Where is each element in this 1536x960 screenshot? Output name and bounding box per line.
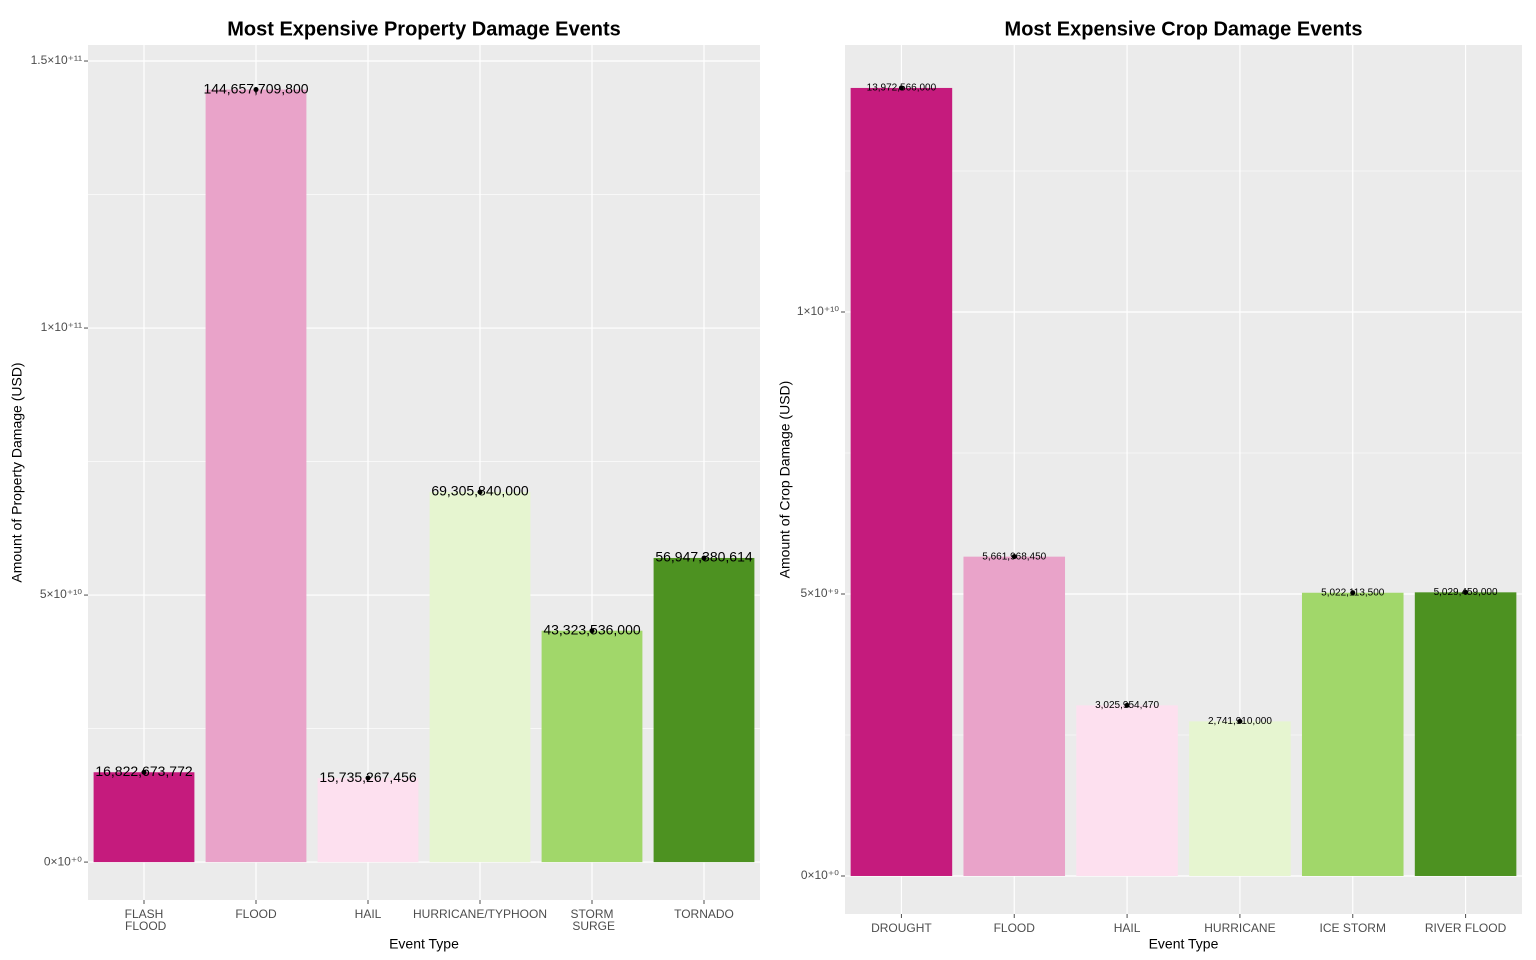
x-tick-label: HAIL xyxy=(1114,921,1141,935)
point xyxy=(365,775,371,781)
data-label: 13,972,566,000 xyxy=(867,83,937,94)
data-label: 69,305,840,000 xyxy=(431,483,529,499)
data-label: 16,822,673,772 xyxy=(95,763,193,779)
point xyxy=(1463,589,1469,595)
point xyxy=(253,87,259,93)
y-tick-label: 5×10⁺⁹ xyxy=(800,586,839,600)
y-tick-label: 1.5×10⁺¹¹ xyxy=(31,53,82,67)
point xyxy=(589,628,595,634)
bar xyxy=(429,491,531,863)
bar xyxy=(963,556,1066,876)
x-tick-label: FLASH FLOOD xyxy=(122,907,167,933)
plot-background xyxy=(88,45,760,900)
x-tick-label: RIVER FLOOD xyxy=(1425,921,1507,935)
point xyxy=(898,85,904,91)
bar xyxy=(1189,721,1291,876)
data-label: 5,661,968,450 xyxy=(982,551,1046,562)
y-tick-label: 1×10⁺¹⁰ xyxy=(797,304,839,318)
data-label: 5,022,113,500 xyxy=(1321,587,1385,598)
y-axis-label: Amount of Crop Damage (USD) xyxy=(777,381,793,579)
data-label: 15,735,267,456 xyxy=(319,769,417,785)
x-tick-label: HURRICANE xyxy=(1204,921,1275,935)
y-tick-label: 5×10⁺¹⁰ xyxy=(40,587,82,601)
point xyxy=(1350,590,1356,596)
y-tick-label: 1×10⁺¹¹ xyxy=(41,320,82,334)
bar xyxy=(93,772,195,863)
x-tick-label: TORNADO xyxy=(674,907,734,921)
x-axis-label: Event Type xyxy=(1149,936,1219,952)
bar xyxy=(653,557,755,863)
point xyxy=(1011,554,1017,560)
plot-background xyxy=(845,45,1522,914)
point xyxy=(477,489,483,495)
x-tick-label: HAIL xyxy=(355,907,382,921)
y-axis-label: Amount of Property Damage (USD) xyxy=(9,362,25,582)
bar xyxy=(541,630,643,863)
bar xyxy=(317,778,419,863)
chart-title: Most Expensive Crop Damage Events xyxy=(1005,18,1363,40)
x-tick-label: FLOOD xyxy=(235,907,277,921)
bar xyxy=(205,89,307,863)
data-label: 56,947,380,614 xyxy=(655,549,753,565)
point xyxy=(141,769,147,775)
x-tick-label: ICE STORM xyxy=(1320,921,1386,935)
data-label: 2,741,910,000 xyxy=(1208,716,1272,727)
bar xyxy=(1076,705,1178,876)
x-tick-label: STORM SURGE xyxy=(569,907,615,933)
point xyxy=(1237,718,1243,724)
x-tick-label: HURRICANE/TYPHOON xyxy=(413,907,547,921)
point xyxy=(1124,702,1130,708)
x-tick-label: DROUGHT xyxy=(871,921,932,935)
y-tick-label: 0×10⁺⁰ xyxy=(801,868,839,882)
point xyxy=(701,555,707,561)
bar xyxy=(1414,592,1517,876)
bar xyxy=(1301,592,1404,876)
chart-title: Most Expensive Property Damage Events xyxy=(227,18,620,40)
x-axis-label: Event Type xyxy=(389,936,459,952)
data-label: 43,323,536,000 xyxy=(543,621,641,637)
data-label: 3,025,954,470 xyxy=(1095,700,1159,711)
bar xyxy=(850,87,953,876)
y-tick-label: 0×10⁺⁰ xyxy=(44,854,82,868)
data-label: 144,657,709,800 xyxy=(203,80,308,96)
data-label: 5,029,459,000 xyxy=(1434,587,1498,598)
x-tick-label: FLOOD xyxy=(994,921,1036,935)
